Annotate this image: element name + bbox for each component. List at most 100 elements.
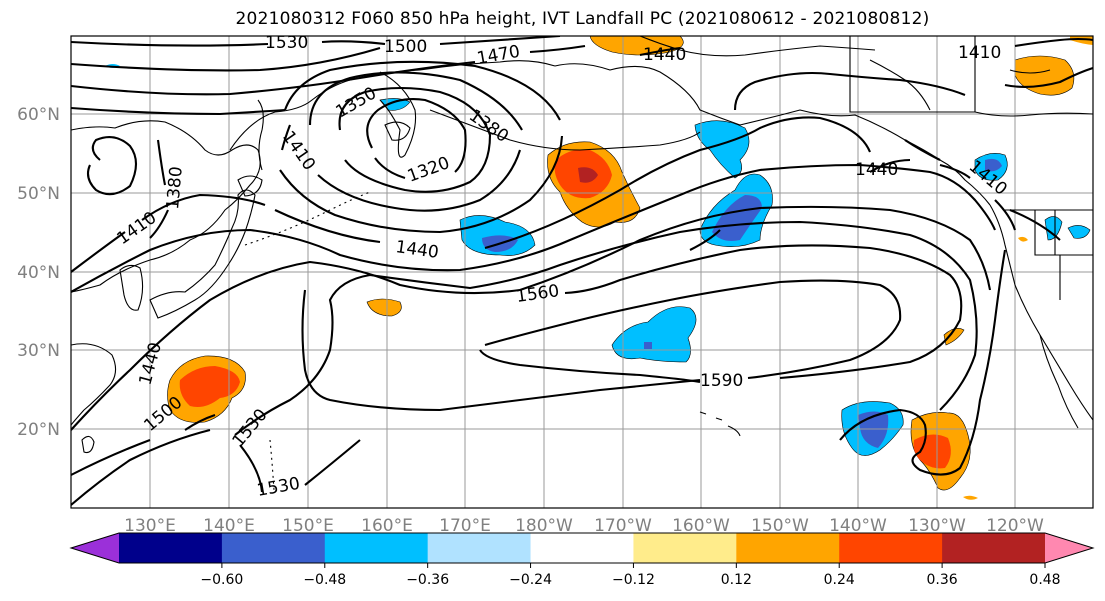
contour-label: 1410 — [958, 43, 1001, 63]
contour-1410-west — [279, 60, 564, 234]
coast-canada-2 — [974, 111, 1093, 117]
coast-kamchatka — [379, 71, 417, 158]
contour-1530-lower — [239, 439, 361, 493]
contour-1530-mid — [71, 220, 978, 506]
coast-taiwan — [81, 435, 95, 454]
contour-1320-low — [366, 98, 467, 180]
colorbar-tick-label: 0.36 — [927, 572, 958, 588]
coast-hawaii — [699, 411, 741, 437]
coast-alaska — [554, 63, 991, 206]
contour-1530-south — [71, 414, 216, 476]
height-contours — [71, 36, 1093, 506]
coast-bc — [989, 204, 1093, 421]
contour-1410-japan — [71, 193, 266, 273]
colorbar-ticks: −0.60 −0.48 −0.36 −0.24 −0.12 0.12 0.24 0.36 0.4… — [200, 563, 1061, 588]
lon-label: 170°E — [439, 516, 491, 536]
colorbar-tick-label: 0.48 — [1029, 572, 1060, 588]
colorbar-outline — [69, 532, 1095, 564]
contour-1410-alaska — [733, 66, 1093, 111]
ivt-core-baja — [913, 434, 951, 469]
coast-us-states — [1034, 210, 1093, 300]
ivt-core-bc — [985, 158, 1002, 172]
ivt-blob-small-2 — [1018, 236, 1028, 242]
ivt-core-aleutian-east — [712, 195, 762, 241]
ivt-blob-topright — [1014, 55, 1075, 96]
ivt-core-japan-south — [179, 366, 240, 407]
lon-label: 180°W — [515, 516, 573, 536]
lon-label: 140°W — [829, 516, 887, 536]
contour-label: 1500 — [384, 37, 427, 57]
colorbar-tick-label: −0.12 — [612, 572, 655, 588]
contour-1590 — [479, 279, 902, 384]
lat-label: 60°N — [17, 105, 60, 125]
colorbar-tick-label: −0.48 — [303, 572, 346, 588]
colorbar-segment — [324, 533, 429, 563]
contour-1380-low — [308, 71, 523, 212]
contour-1440-top — [639, 46, 681, 57]
lon-label: 130°W — [908, 516, 966, 536]
coast-okhotsk-inner — [384, 121, 411, 141]
contour-label: 1380 — [163, 166, 187, 211]
contour-1500-north — [71, 36, 561, 72]
longitude-labels: 130°E 140°E 150°E 160°E 170°E 180°W 170°… — [124, 516, 1044, 536]
contour-1410-bc — [939, 163, 1016, 231]
contour-1560 — [301, 244, 963, 412]
colorbar-segments — [69, 532, 1095, 564]
lat-label: 30°N — [17, 341, 60, 361]
lat-label: 20°N — [17, 420, 60, 440]
colorbar-segment — [119, 533, 223, 563]
coast-china-east — [71, 343, 117, 426]
contour-1410-top-right — [1014, 37, 1093, 48]
coast-baja — [1039, 334, 1079, 429]
lon-label: 170°W — [594, 516, 652, 536]
coast-hokkaido — [237, 175, 263, 197]
colorbar-tick-label: 0.12 — [721, 572, 752, 588]
contour-1500-hawaii — [839, 249, 1007, 476]
contour-1500-mid — [71, 205, 1061, 431]
colorbar-segment — [427, 533, 532, 563]
coastlines — [71, 36, 1093, 491]
ivt-max-northpacific — [578, 167, 598, 183]
coast-asia-north — [71, 120, 261, 293]
coast-korea — [119, 264, 144, 311]
colorbar-segment — [530, 533, 634, 563]
colorbar-tick-label: −0.36 — [406, 572, 449, 588]
lon-label: 150°E — [282, 516, 334, 536]
lat-label: 50°N — [17, 184, 60, 204]
lon-label: 160°E — [361, 516, 413, 536]
coast-japan — [149, 189, 256, 319]
colorbar-tick-label: −0.24 — [509, 572, 552, 588]
contour-label: 1590 — [700, 371, 743, 391]
contour-label: 1440 — [855, 160, 898, 180]
coast-aleutians — [429, 109, 701, 151]
contour-1440-bc — [869, 158, 911, 173]
colorbar-tick-label: 0.24 — [824, 572, 855, 588]
contour-1380-sakhalin — [149, 139, 169, 239]
lon-label: 130°E — [124, 516, 176, 536]
colorbar-extend-low — [71, 533, 119, 563]
ivt-blob-california — [943, 328, 965, 346]
coast-sakhalin — [257, 99, 264, 171]
colorbar-segment — [633, 533, 737, 563]
map-frame — [70, 35, 1094, 509]
ivt-blob-central — [611, 306, 697, 363]
ivt-blob-rockies — [1044, 216, 1063, 241]
colorbar-segment — [221, 533, 326, 563]
contour-1440-main — [274, 116, 941, 250]
lon-label: 140°E — [203, 516, 255, 536]
ivt-core-central — [644, 342, 652, 349]
lon-label: 160°W — [672, 516, 730, 536]
colorbar-segment — [839, 533, 943, 563]
lon-label: 150°W — [751, 516, 809, 536]
map-title: 2021080312 F060 850 hPa height, IVT Land… — [235, 9, 930, 29]
contour-label: 1440 — [643, 45, 686, 65]
coast-canada — [849, 36, 976, 113]
contour-1440-hawaii-east — [689, 229, 721, 251]
colorbar-tick-label: −0.60 — [200, 572, 243, 588]
ivt-blob-small-1 — [963, 495, 978, 500]
contour-1350-low — [338, 86, 492, 193]
ivt-blob-midwest — [366, 298, 402, 317]
contour-1470-mid — [71, 163, 996, 293]
lon-label: 120°W — [986, 516, 1044, 536]
